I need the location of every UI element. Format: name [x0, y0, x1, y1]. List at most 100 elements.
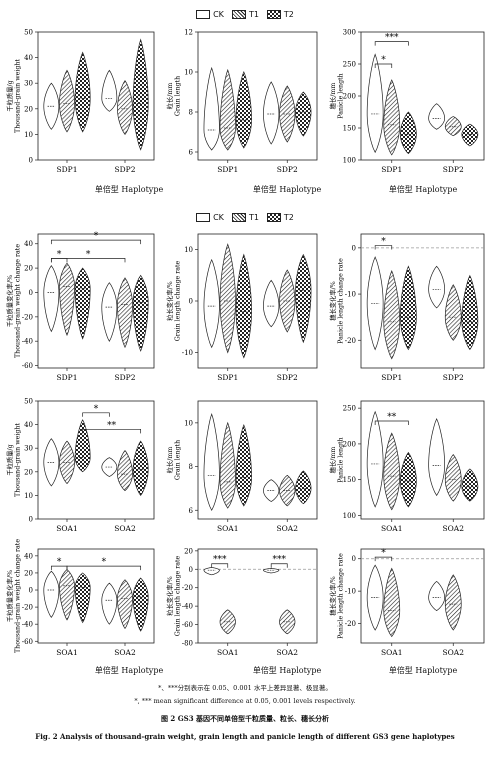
significance-label: **	[387, 413, 397, 423]
y-axis-label: 穗长变化率/%Panicle length change rate	[328, 553, 345, 639]
y-tick-label: 10	[24, 131, 33, 139]
violin-ck	[366, 53, 384, 154]
y-tick-label: 200	[343, 93, 356, 101]
violin-t1	[444, 574, 462, 631]
violin-t1	[383, 567, 401, 638]
chart-pl-chg-soa: -20 -10 0 穗长变化率/%Panicle length change rate…	[328, 548, 485, 657]
x-tick-label: SOA1	[56, 524, 77, 533]
violin-t2	[132, 274, 149, 352]
row4-col1-group-label: 单倍型 Haplotype	[94, 666, 164, 675]
violin-ck	[101, 282, 118, 342]
violin-ck	[203, 66, 220, 151]
violin-t1	[59, 262, 75, 337]
y-tick-label: 300	[343, 29, 356, 37]
panel-pl-soa: 100 150 200 250 穗长/mmPanicle length SOA1 SOA2 *…	[323, 393, 490, 541]
y-tick-label: -20	[22, 313, 33, 321]
y-tick-label: 100	[343, 157, 356, 165]
significance-bracket	[374, 420, 409, 426]
significance-bracket	[374, 556, 393, 562]
y-tick-label: 250	[343, 405, 356, 413]
panel-pl-sdp: 100 150 200 250 300 穗长/mmPanicle length SDP1 SD…	[323, 24, 490, 182]
violin-t2	[132, 577, 149, 632]
legend-label-t1-2: T1	[248, 212, 259, 222]
y-tick-label: -40	[22, 621, 33, 629]
y-tick-label: -40	[182, 603, 193, 611]
plot-frame	[37, 233, 155, 369]
legend-item-t2: T2	[266, 9, 294, 19]
caption-en: Fig. 2 Analysis of thousand-grain weight…	[35, 732, 455, 741]
violin-ck	[43, 570, 60, 618]
violin-t1	[219, 421, 236, 509]
t1-swatch	[231, 9, 246, 19]
legend-label-t2-2: T2	[283, 212, 294, 222]
y-tick-label: 0	[29, 516, 33, 524]
panel-tgw-soa: 0 10 20 30 40 50 千粒质量/gThousand-grain weight SO…	[0, 393, 160, 541]
violin-t1	[59, 69, 75, 133]
y-tick-label: 0	[189, 298, 193, 306]
y-tick-label: 200	[343, 440, 356, 448]
y-tick-label: -20	[345, 337, 356, 345]
x-tick-label: SOA2	[277, 648, 299, 657]
y-axis-label: 千粒质量/gThousand-grain weight	[5, 59, 22, 133]
y-tick-label: 150	[343, 476, 356, 484]
violin-t1	[117, 79, 133, 136]
violin-ck	[43, 265, 60, 333]
legend-item-t2-2: T2	[266, 212, 294, 222]
violin-t1	[444, 116, 462, 137]
x-tick-label: SOA1	[217, 648, 238, 657]
plot-frame	[360, 400, 485, 520]
y-tick-label: 50	[24, 29, 33, 37]
y-axis-label: 粒长/mmGrain length	[165, 76, 182, 116]
row1-col2-group-label: 单倍型 Haplotype	[252, 185, 322, 194]
y-tick-label: -20	[345, 620, 356, 628]
y-tick-label: 0	[189, 566, 193, 574]
chart-pl-sdp: 100 150 200 250 300 穗长/mmPanicle length SDP1 SD…	[328, 29, 485, 174]
significance-label: *	[381, 56, 386, 66]
x-tick-label: SDP1	[57, 165, 78, 174]
y-tick-label: 0	[29, 157, 33, 165]
y-tick-label: 10	[184, 419, 193, 427]
y-tick-label: 40	[24, 421, 33, 429]
violin-ck	[428, 417, 445, 497]
violin-t1	[117, 277, 133, 349]
significance-bracket	[374, 245, 393, 250]
x-tick-label: SOA1	[381, 648, 402, 657]
significance-bracket	[66, 565, 142, 571]
x-tick-label: SDP2	[443, 165, 464, 174]
y-tick-label: -10	[345, 291, 356, 299]
significance-label: *	[57, 250, 62, 260]
y-tick-label: 40	[24, 54, 33, 62]
legend-item-t1: T1	[231, 9, 259, 19]
significance-label: **	[107, 421, 117, 431]
footnote-en: *, *** mean significant difference at 0.…	[134, 697, 356, 705]
y-tick-label: 30	[24, 445, 33, 453]
y-tick-label: 8	[189, 463, 193, 471]
y-tick-label: 50	[24, 398, 33, 406]
violin-ck	[428, 580, 445, 612]
legend-item-ck-2: CK	[196, 212, 224, 222]
x-tick-label: SOA2	[114, 524, 136, 533]
row1-col3-group-label: 单倍型 Haplotype	[388, 185, 458, 194]
chart-gl-soa: 6 8 10 粒长/mmGrain length SOA1 SOA2	[165, 400, 318, 533]
violin-t1	[383, 432, 401, 511]
significance-label: *	[381, 549, 386, 559]
y-axis-label: 千粒质量/gThousand-grain weight	[5, 423, 22, 497]
y-tick-label: 6	[189, 149, 194, 157]
plot-frame	[360, 233, 485, 369]
x-tick-label: SDP2	[277, 373, 298, 382]
significance-bracket	[374, 41, 409, 46]
x-tick-label: SOA1	[56, 648, 77, 657]
violin-ck	[203, 258, 220, 349]
panel-gl-chg-soa: -80 -60 -40 -20 0 20 粒长变化率/%Grain length chang…	[160, 541, 323, 665]
x-tick-label: SDP2	[277, 165, 298, 174]
significance-bracket	[82, 428, 142, 434]
y-axis-label: 粒长变化率/%Grain length change rate	[165, 556, 182, 637]
plot-frame	[197, 548, 318, 644]
significance-label: *	[381, 237, 386, 247]
t1-swatch-2	[231, 212, 246, 222]
violin-t1	[444, 454, 462, 502]
violin-t1	[383, 79, 401, 156]
x-tick-label: SDP2	[115, 373, 136, 382]
